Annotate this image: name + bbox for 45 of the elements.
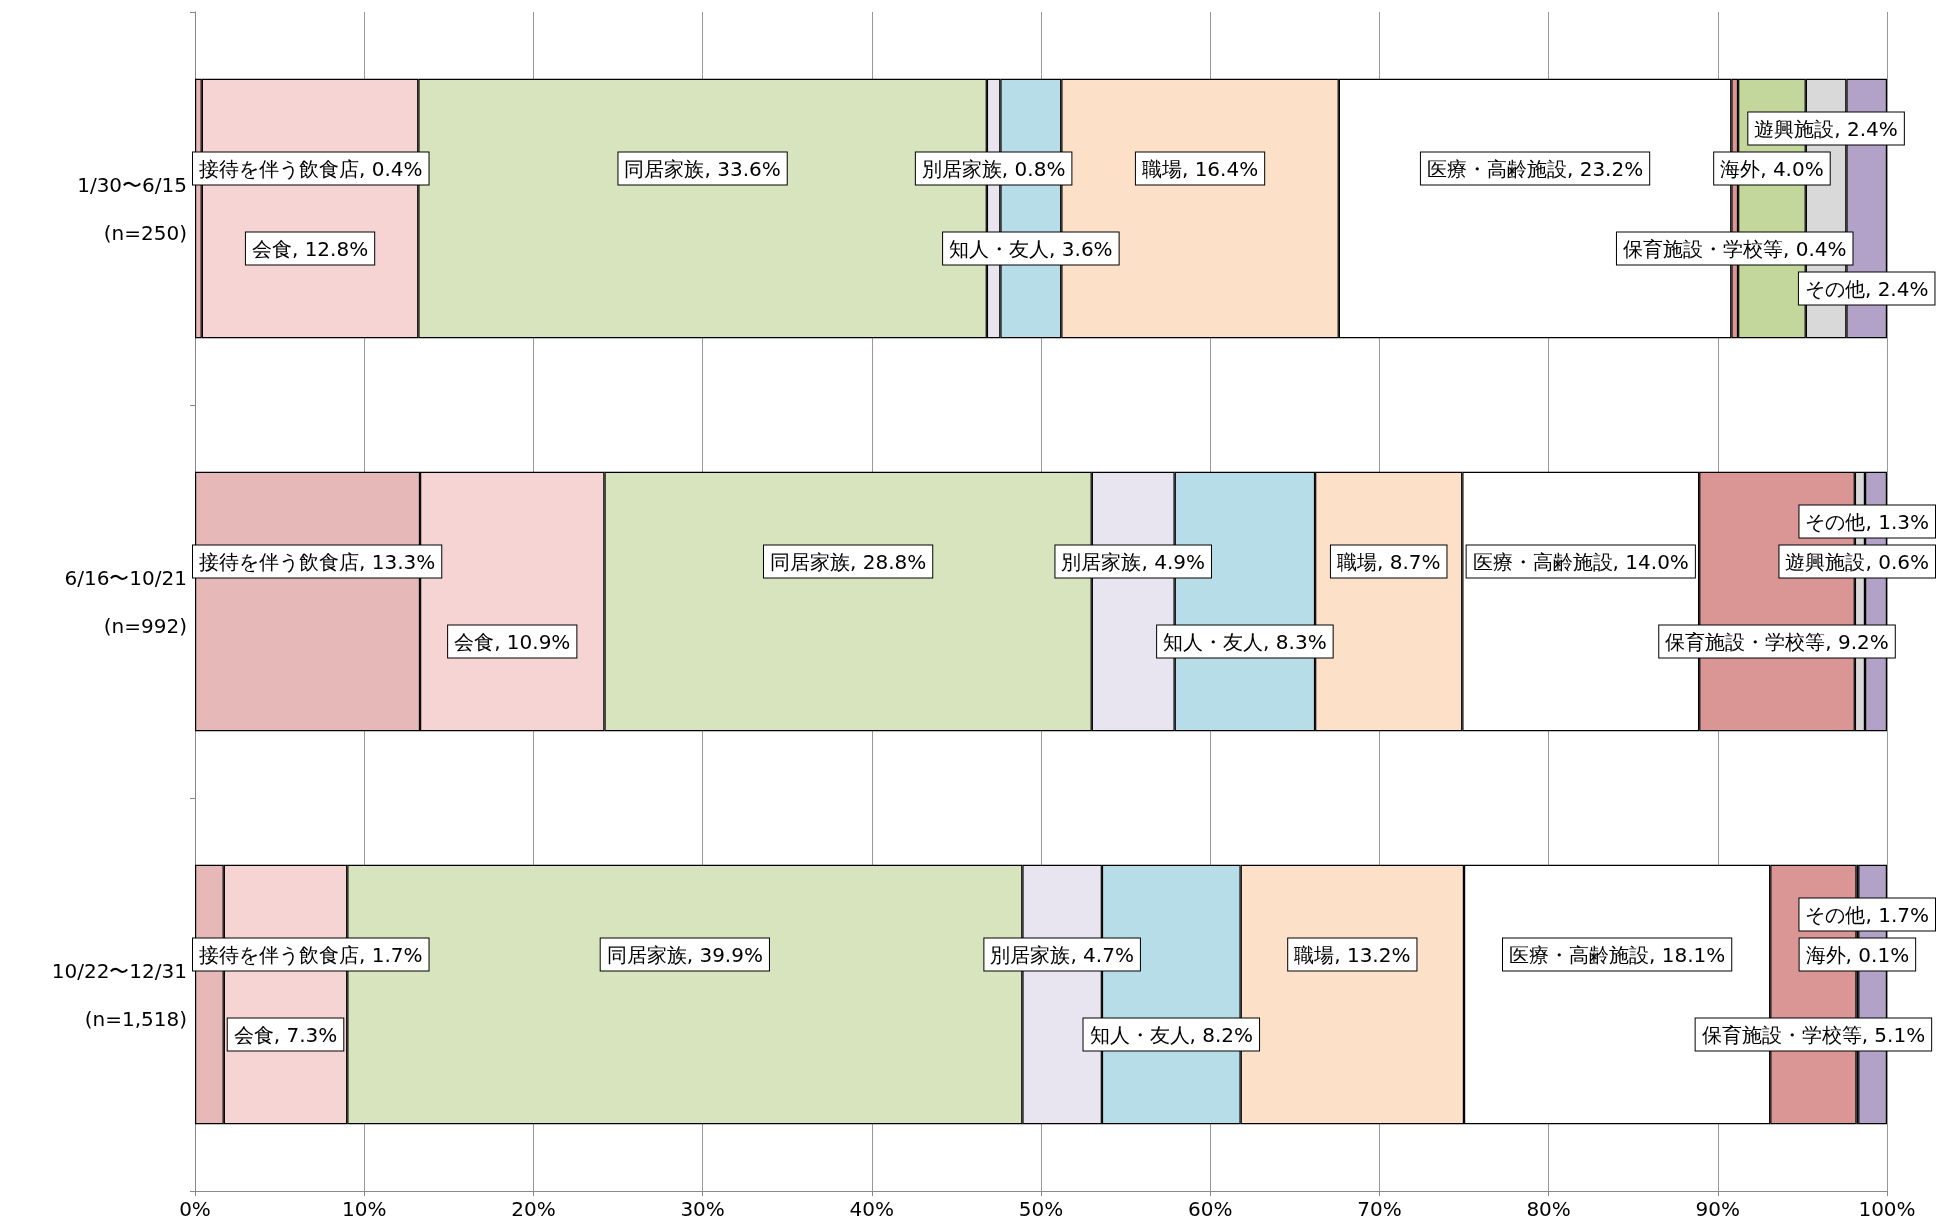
data-label: 同居家族, 33.6% [624, 156, 781, 181]
data-label: 医療・高齢施設, 23.2% [1426, 156, 1644, 181]
x-tick-label: 100% [1858, 1197, 1916, 1221]
data-label: 会食, 7.3% [233, 1022, 338, 1047]
data-label: 保育施設・学校等, 0.4% [1622, 236, 1847, 261]
category-label: 10/22〜12/31 (n=1,518) [51, 958, 187, 1031]
x-tick-label: 90% [1695, 1197, 1741, 1221]
data-label: 別居家族, 0.8% [921, 156, 1066, 181]
data-label: 接待を伴う飲食店, 0.4% [199, 156, 423, 181]
data-label: その他, 1.7% [1805, 902, 1929, 927]
data-label: 職場, 16.4% [1141, 156, 1259, 181]
data-label: 別居家族, 4.7% [990, 942, 1134, 967]
data-label: 接待を伴う飲食店, 1.7% [199, 942, 423, 967]
data-label: 会食, 12.8% [251, 236, 369, 261]
data-label: 医療・高齢施設, 14.0% [1472, 549, 1689, 574]
category-label: 6/16〜10/21 (n=992) [64, 565, 187, 638]
data-label: 遊興施設, 2.4% [1754, 116, 1898, 141]
category-label: 1/30〜6/15 (n=250) [77, 172, 187, 245]
data-label: 海外, 0.1% [1805, 942, 1910, 967]
data-label: 職場, 13.2% [1294, 942, 1411, 967]
data-label: 知人・友人, 8.3% [1163, 629, 1327, 654]
data-label: 保育施設・学校等, 5.1% [1701, 1022, 1926, 1047]
data-label: 保育施設・学校等, 9.2% [1665, 629, 1889, 654]
data-label: 接待を伴う飲食店, 13.3% [199, 549, 436, 574]
data-label: 海外, 4.0% [1720, 156, 1824, 181]
x-tick-label: 70% [1357, 1197, 1402, 1221]
data-label: その他, 1.3% [1805, 509, 1929, 534]
x-tick-label: 40% [849, 1197, 895, 1221]
data-label: 遊興施設, 0.6% [1785, 549, 1929, 574]
x-tick-label: 0% [179, 1197, 211, 1221]
data-label: 医療・高齢施設, 18.1% [1509, 942, 1726, 967]
data-label: 職場, 8.7% [1336, 549, 1441, 574]
x-tick-label: 50% [1018, 1197, 1064, 1221]
x-tick-label: 80% [1526, 1197, 1571, 1221]
x-tick-label: 30% [680, 1197, 725, 1221]
x-tick-label: 60% [1187, 1197, 1233, 1221]
data-label: 知人・友人, 3.6% [949, 236, 1113, 261]
data-label: 知人・友人, 8.2% [1089, 1022, 1254, 1047]
data-label: 同居家族, 28.8% [769, 549, 927, 574]
data-label: 会食, 10.9% [454, 629, 571, 654]
data-label: 同居家族, 39.9% [606, 942, 763, 967]
data-label: その他, 2.4% [1804, 276, 1929, 301]
x-tick-label: 10% [341, 1197, 387, 1221]
x-tick-label: 20% [511, 1197, 556, 1221]
data-label: 別居家族, 4.9% [1061, 549, 1205, 574]
